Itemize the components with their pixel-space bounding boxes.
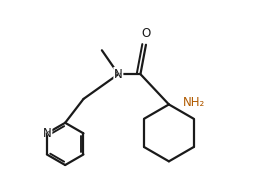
Text: N: N [112,67,125,82]
Text: N: N [114,68,123,81]
Text: NH₂: NH₂ [183,96,205,109]
Text: N: N [42,127,51,140]
Text: N: N [41,126,53,141]
Text: NH₂: NH₂ [183,95,215,110]
Text: O: O [140,25,152,40]
Text: O: O [141,27,151,40]
